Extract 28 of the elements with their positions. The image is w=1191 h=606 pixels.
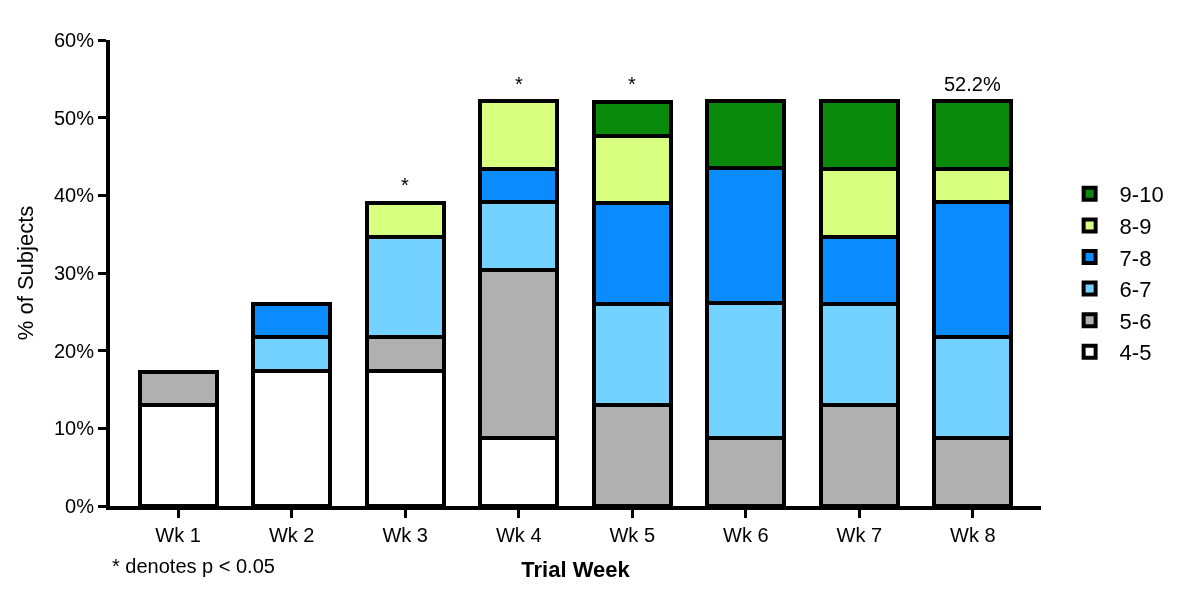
y-tick-label: 20%	[53, 339, 95, 362]
y-tick-label: 60%	[53, 29, 95, 51]
legend-label: 4-5	[1119, 340, 1152, 366]
legend-label: 5-6	[1119, 308, 1152, 334]
y-tick-label: 10%	[53, 417, 95, 440]
legend-label: 9-10	[1119, 182, 1164, 208]
x-tick-label: Wk 1	[155, 524, 201, 546]
annotation: *	[515, 73, 523, 95]
annotation: *	[628, 73, 636, 95]
text: * denotes p < 0.05	[112, 555, 275, 577]
x-tick-label: Wk 4	[495, 524, 542, 546]
x-tick-label: Wk 6	[723, 524, 769, 546]
y-tick-label: 0%	[65, 495, 95, 517]
y-tick-label: 50%	[53, 106, 95, 129]
legend-label: 6-7	[1119, 277, 1152, 303]
y-axis-title: % of Subjects	[13, 205, 39, 341]
x-tick-label: Wk 8	[950, 524, 996, 546]
x-tick-label: Wk 3	[382, 524, 428, 546]
y-tick-label: 30%	[53, 262, 95, 284]
y-tick-label: 40%	[53, 184, 95, 207]
legend-label: 7-8	[1119, 245, 1152, 271]
x-axis-title: Trial Week	[521, 557, 631, 583]
x-tick-label: Wk 2	[268, 524, 315, 546]
x-tick-label: Wk 5	[609, 524, 656, 546]
x-tick-label: Wk 7	[836, 524, 883, 546]
annotation: *	[401, 174, 409, 196]
legend-label: 8-9	[1119, 213, 1152, 239]
annotation: 52.2%	[944, 73, 1001, 95]
